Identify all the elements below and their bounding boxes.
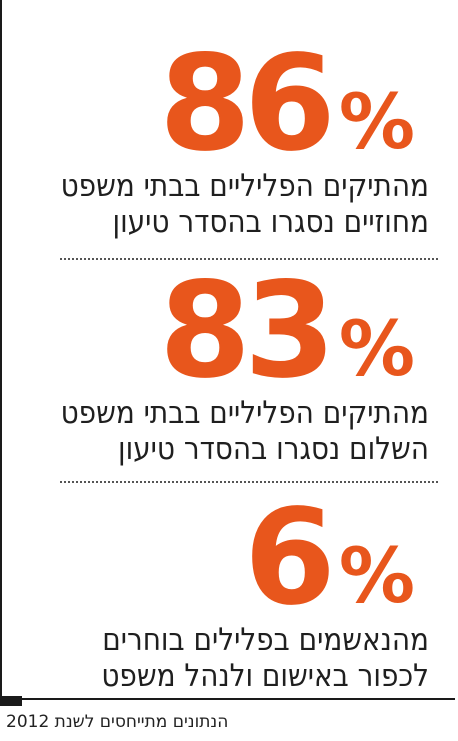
percent-sign: % [338, 77, 415, 166]
stat-figure: 83% [20, 265, 435, 397]
stat-block-defendants-trial: 6% מהנאשמים בפלילים בוחרים לכפור באישום … [20, 492, 435, 694]
stat-caption: מהתיקים הפליליים בבתי משפט מחוזיים נסגרו… [20, 168, 435, 240]
stat-caption-line-1: מהנאשמים בפלילים בוחרים [102, 622, 429, 658]
percent-sign: % [338, 304, 415, 393]
stat-caption: מהתיקים הפליליים בבתי משפט השלום נסגרו ב… [20, 395, 435, 467]
stat-figure: 86% [20, 38, 435, 170]
percent-sign: % [338, 531, 415, 620]
stat-caption-line-1: מהתיקים הפליליים בבתי משפט [60, 395, 429, 431]
infographic-frame [0, 0, 455, 700]
dotted-divider [60, 481, 438, 483]
stat-number: 6 [243, 481, 336, 635]
data-year-footnote: הנתונים מתייחסים לשנת 2012 [6, 712, 229, 732]
stat-block-district-courts: 86% מהתיקים הפליליים בבתי משפט מחוזיים נ… [20, 38, 435, 240]
stat-number: 86 [159, 27, 336, 181]
stat-caption-line-2: מחוזיים נסגרו בהסדר טיעון [112, 204, 429, 240]
frame-corner-marker [0, 696, 22, 706]
stat-block-magistrate-courts: 83% מהתיקים הפליליים בבתי משפט השלום נסג… [20, 265, 435, 467]
stat-caption-line-2: השלום נסגרו בהסדר טיעון [118, 431, 429, 467]
stat-figure: 6% [20, 492, 435, 624]
stat-caption-line-2: לכפור באישום ולנהל משפט [101, 658, 429, 694]
dotted-divider [60, 258, 438, 260]
stat-caption-line-1: מהתיקים הפליליים בבתי משפט [60, 168, 429, 204]
stat-caption: מהנאשמים בפלילים בוחרים לכפור באישום ולנ… [20, 622, 435, 694]
stat-number: 83 [159, 254, 336, 408]
